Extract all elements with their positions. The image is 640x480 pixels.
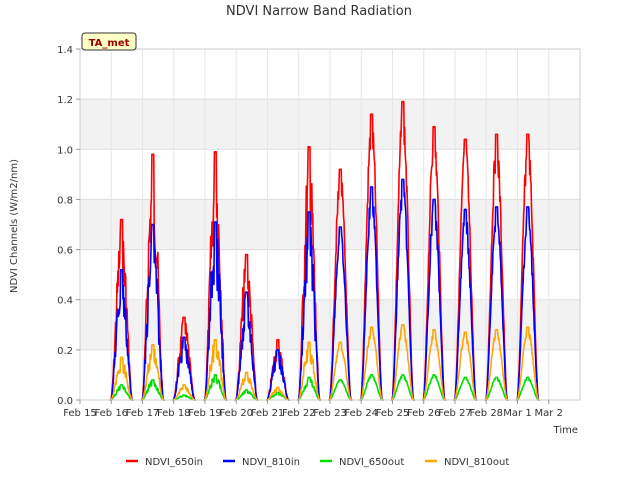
x-tick-label: Feb 27 — [438, 408, 472, 419]
x-tick-label: Feb 15 — [63, 408, 97, 419]
x-tick-label: Feb 23 — [313, 408, 347, 419]
x-tick-label: Mar 2 — [535, 408, 563, 419]
x-tick-label: Feb 25 — [376, 408, 410, 419]
y-tick-label: 1.0 — [57, 145, 73, 156]
legend: NDVI_650in NDVI_810in NDVI_650out NDVI_810o… — [126, 457, 509, 468]
y-tick-label: 0.2 — [57, 346, 73, 357]
y-tick-label: 0.6 — [57, 246, 73, 257]
x-tick-label: Feb 19 — [188, 408, 222, 419]
series-line-NDVI_650in — [109, 100, 540, 401]
y-axis-ticks: 0.0 0.2 0.4 0.6 0.8 1.0 1.2 1.4 — [57, 45, 80, 407]
x-tick-label: Mar 1 — [503, 408, 531, 419]
badge-label: TA_met — [89, 38, 130, 49]
series-line-NDVI_810out — [109, 323, 540, 401]
x-tick-label: Feb 24 — [344, 408, 378, 419]
series-line-NDVI_810in — [109, 178, 540, 401]
chart-title: NDVI Narrow Band Radiation — [226, 4, 412, 19]
x-tick-label: Feb 26 — [407, 408, 441, 419]
y-tick-label: 0.8 — [57, 195, 73, 206]
legend-label: NDVI_810in — [242, 457, 300, 468]
y-axis-label: NDVI Channels (W/m2/nm) — [9, 159, 20, 293]
x-tick-label: Feb 22 — [282, 408, 316, 419]
legend-label: NDVI_810out — [444, 457, 509, 468]
x-tick-label: Feb 21 — [251, 408, 285, 419]
x-tick-label: Feb 17 — [126, 408, 160, 419]
ta-met-badge: TA_met — [81, 32, 137, 51]
x-tick-label: Feb 28 — [469, 408, 503, 419]
y-tick-label: 0.0 — [57, 396, 73, 407]
badge-box — [81, 32, 137, 51]
y-tick-label: 1.2 — [57, 95, 73, 106]
legend-label: NDVI_650in — [145, 457, 203, 468]
legend-label: NDVI_650out — [339, 457, 404, 468]
x-axis-label: Time — [553, 425, 578, 436]
y-tick-label: 1.4 — [57, 45, 73, 56]
series-lines — [109, 100, 540, 401]
y-tick-label: 0.4 — [57, 296, 73, 307]
x-tick-label: Feb 16 — [94, 408, 128, 419]
x-tick-label: Feb 20 — [219, 408, 253, 419]
x-tick-label: Feb 18 — [157, 408, 191, 419]
series-line-NDVI_650out — [109, 374, 540, 401]
